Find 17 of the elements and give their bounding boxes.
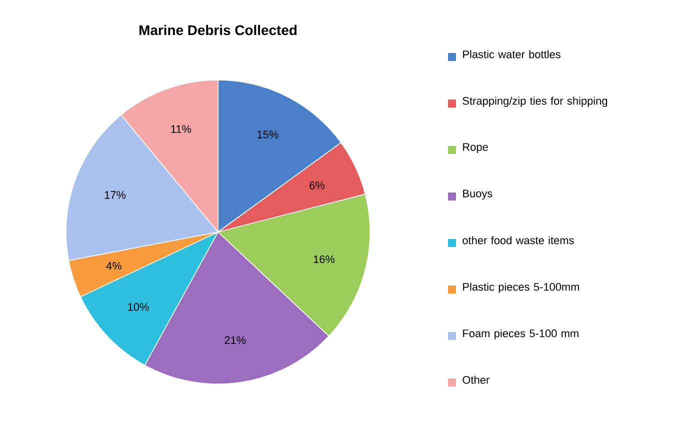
legend-label: Foam pieces 5-100 mm	[463, 329, 578, 340]
data-label: 21%	[224, 336, 246, 344]
data-label: 10%	[128, 303, 149, 311]
data-label: 15%	[258, 130, 278, 138]
legend-label: other food waste items	[462, 236, 574, 244]
data-label: 11%	[171, 125, 192, 133]
legend-label: Plastic pieces 5-100mm	[463, 282, 580, 293]
legend-label: Rope	[463, 143, 488, 154]
legend-label: Other	[462, 376, 490, 384]
legend-label: Buoys	[463, 190, 492, 200]
legend-label: Strapping/zip ties for shipping	[462, 96, 608, 107]
data-label: 6%	[310, 182, 325, 190]
chart-title: Marine Debris Collected	[139, 24, 297, 36]
data-label: 17%	[104, 191, 126, 199]
data-label: 16%	[314, 255, 335, 264]
data-label: 4%	[106, 262, 122, 270]
legend-label: Plastic water bottles	[463, 50, 560, 58]
